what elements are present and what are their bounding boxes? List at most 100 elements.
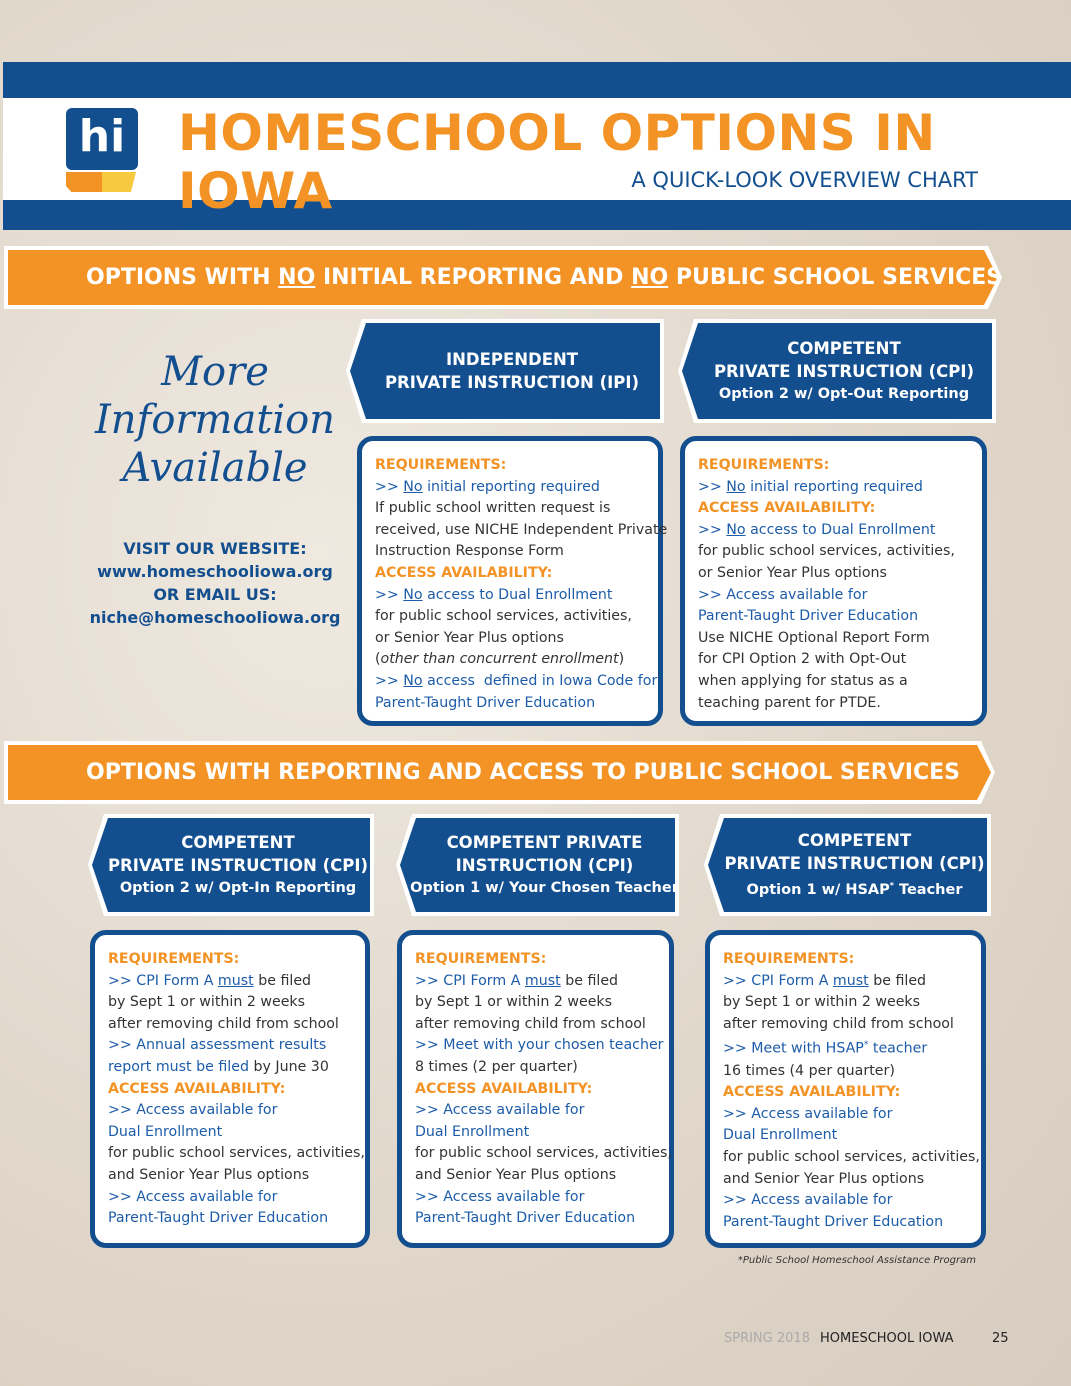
- option-subtitle: Option 1 w/ HSAP* Teacher: [747, 875, 963, 901]
- box-line: Parent-Taught Driver Education: [723, 1212, 981, 1234]
- box-text: Parent-Taught Driver Education: [415, 1210, 636, 1227]
- box-text: Dual Enrollment: [108, 1123, 223, 1140]
- contact-line: niche@homeschooliowa.org: [89, 608, 341, 627]
- box-line: Dual Enrollment: [108, 1122, 365, 1144]
- box-line: or Senior Year Plus options: [698, 563, 982, 585]
- option-subtitle: Option 2 w/ Opt-In Reporting: [120, 877, 356, 899]
- box-text: >> Access available for: [108, 1188, 278, 1205]
- box-text: (: [375, 651, 381, 668]
- box-text: initial reporting required: [422, 478, 600, 495]
- box-text: If public school written request is: [375, 500, 611, 517]
- box-text: or Senior Year Plus options: [375, 629, 564, 646]
- box-line: REQUIREMENTS:: [698, 455, 982, 477]
- box-text: No: [726, 521, 746, 538]
- section-label: ACCESS AVAILABILITY:: [375, 564, 553, 581]
- box-text: Parent-Taught Driver Education: [375, 694, 596, 711]
- box-line: >> No initial reporting required: [698, 477, 982, 499]
- box-line: >> Access available for: [415, 1187, 669, 1209]
- banner: OPTIONS WITH REPORTING AND ACCESS TO PUB…: [8, 745, 991, 800]
- box-line: REQUIREMENTS:: [415, 949, 669, 971]
- box-text: Parent-Taught Driver Education: [698, 608, 919, 625]
- banner-text: OPTIONS WITH REPORTING AND ACCESS TO PUB…: [86, 760, 960, 785]
- banner-text: PUBLIC SCHOOL SERVICES: [668, 265, 1003, 290]
- box-line: >> Access available for: [723, 1190, 981, 1212]
- box-line: If public school written request is: [375, 498, 658, 520]
- box-text: for public school services, activities,: [375, 608, 632, 625]
- box-line: ACCESS AVAILABILITY:: [415, 1079, 669, 1101]
- box-line: REQUIREMENTS:: [723, 949, 981, 971]
- footer-magazine: HOMESCHOOL IOWA: [820, 1331, 954, 1346]
- box-text: for public school services, activities,: [723, 1149, 980, 1166]
- option-title: INDEPENDENT: [445, 350, 579, 369]
- box-text: Use NICHE Optional Report Form: [698, 629, 930, 646]
- box-text: must: [832, 972, 869, 989]
- box-text: >> Access available for: [415, 1188, 585, 1205]
- box-line: ACCESS AVAILABILITY:: [108, 1079, 365, 1101]
- option-header: COMPETENT PRIVATE INSTRUCTION (CPI) Option…: [708, 818, 987, 912]
- box-line: for public school services, activities,: [108, 1143, 365, 1165]
- box-text: >> Access available for: [415, 1102, 585, 1119]
- box-line: after removing child from school: [108, 1014, 365, 1036]
- header-panel: [3, 98, 1071, 200]
- option-header: COMPETENT PRIVATE INSTRUCTION (CPI) Option…: [400, 818, 675, 912]
- logo: hi: [66, 108, 138, 170]
- box-line: Instruction Response Form: [375, 541, 658, 563]
- banner: OPTIONS WITH NO INITIAL REPORTING AND NO…: [8, 250, 998, 305]
- box-text: >>: [375, 672, 404, 689]
- box-text: Dual Enrollment: [723, 1127, 838, 1144]
- option-box: REQUIREMENTS: >> CPI Form A must be filed…: [397, 930, 674, 1248]
- box-line: by Sept 1 or within 2 weeks: [415, 992, 669, 1014]
- box-line: ACCESS AVAILABILITY:: [698, 498, 982, 520]
- box-text: No: [726, 478, 746, 495]
- box-line: Parent-Taught Driver Education: [108, 1208, 365, 1230]
- box-text: >> Access available for: [723, 1192, 893, 1209]
- top-band: [3, 62, 1071, 98]
- box-line: Dual Enrollment: [415, 1122, 669, 1144]
- box-text: be filed: [868, 972, 927, 989]
- option-title: COMPETENT: [797, 831, 912, 851]
- box-text: >>: [698, 478, 727, 495]
- sidebar: More Information Available: [70, 348, 360, 492]
- option-title: COMPETENT PRIVATE: [446, 833, 643, 852]
- box-text: must: [217, 972, 254, 989]
- box-line: (other than concurrent enrollment): [375, 649, 658, 671]
- box-text: for CPI Option 2 with Opt-Out: [698, 651, 907, 668]
- box-text: No: [403, 478, 423, 495]
- box-text: and Senior Year Plus options: [723, 1170, 925, 1187]
- box-text: >> CPI Form A: [108, 972, 218, 989]
- box-text: access defined in Iowa Code for: [422, 672, 658, 689]
- section-label: ACCESS AVAILABILITY:: [723, 1084, 901, 1101]
- contact-line: VISIT OUR WEBSITE:: [123, 539, 307, 558]
- box-text: Dual Enrollment: [415, 1123, 530, 1140]
- section-label: ACCESS AVAILABILITY:: [698, 500, 876, 517]
- box-line: received, use NICHE Independent Private: [375, 520, 667, 542]
- box-line: Parent-Taught Driver Education: [375, 693, 658, 715]
- box-text: or Senior Year Plus options: [698, 564, 887, 581]
- option-title: COMPETENT: [181, 833, 295, 852]
- section-label: REQUIREMENTS:: [723, 951, 855, 967]
- box-line: >> Access available for: [108, 1187, 365, 1209]
- box-line: after removing child from school: [415, 1014, 669, 1036]
- option-title: COMPETENT: [787, 339, 901, 358]
- box-line: Parent-Taught Driver Education: [415, 1208, 669, 1230]
- box-text: >> Annual assessment results: [108, 1037, 327, 1054]
- box-line: >> No access to Dual Enrollment: [698, 520, 982, 542]
- subtitle-text: Option 2 w/ Opt-Out Reporting: [718, 386, 970, 402]
- box-line: >> Annual assessment results: [108, 1035, 365, 1057]
- box-text: 16 times (4 per quarter): [723, 1062, 895, 1079]
- option-title: PRIVATE INSTRUCTION (CPI): [713, 362, 975, 381]
- box-line: >> Access available for: [723, 1104, 981, 1126]
- section-label: REQUIREMENTS:: [108, 951, 240, 967]
- box-line: for public school services, activities,: [375, 606, 658, 628]
- box-text: must: [524, 972, 561, 989]
- box-line: Dual Enrollment: [723, 1125, 981, 1147]
- box-line: >> Meet with your chosen teacher: [415, 1035, 669, 1057]
- box-text: for public school services, activities,: [698, 543, 955, 560]
- box-text: No: [403, 672, 423, 689]
- box-text: other than concurrent enrollment: [380, 651, 619, 668]
- section-label: REQUIREMENTS:: [698, 457, 830, 473]
- box-line: when applying for status as a: [698, 671, 982, 693]
- contact-line: www.homeschooliowa.org: [97, 562, 333, 581]
- box-text: by Sept 1 or within 2 weeks: [723, 994, 921, 1011]
- box-text: teaching parent for PTDE.: [698, 694, 881, 711]
